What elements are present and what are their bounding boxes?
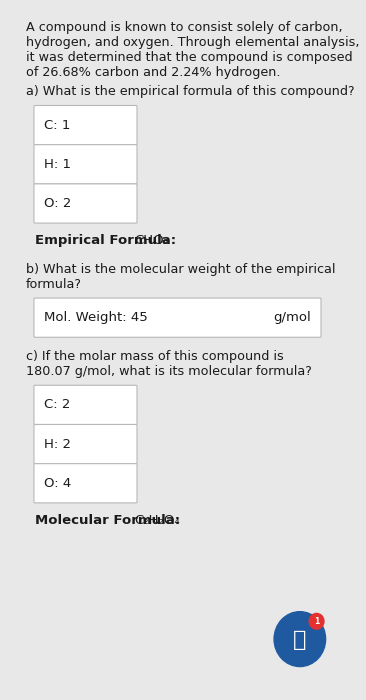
FancyBboxPatch shape <box>34 145 137 184</box>
Text: C₂H₂O₄: C₂H₂O₄ <box>135 514 180 526</box>
Text: Molecular Formula:: Molecular Formula: <box>35 514 184 526</box>
Text: b) What is the molecular weight of the empirical: b) What is the molecular weight of the e… <box>26 262 335 276</box>
FancyBboxPatch shape <box>34 424 137 463</box>
Text: Mol. Weight: 45: Mol. Weight: 45 <box>44 312 148 324</box>
Text: Empirical Formula:: Empirical Formula: <box>35 234 181 247</box>
Text: O: 2: O: 2 <box>44 197 71 210</box>
Text: of 26.68% carbon and 2.24% hydrogen.: of 26.68% carbon and 2.24% hydrogen. <box>26 66 280 79</box>
FancyBboxPatch shape <box>34 298 321 337</box>
Text: 180.07 g/mol, what is its molecular formula?: 180.07 g/mol, what is its molecular form… <box>26 365 311 378</box>
Text: ⎙: ⎙ <box>293 630 307 650</box>
Text: C: 2: C: 2 <box>44 398 70 412</box>
Text: H: 2: H: 2 <box>44 438 71 451</box>
FancyBboxPatch shape <box>34 106 137 145</box>
FancyBboxPatch shape <box>34 463 137 503</box>
Text: c) If the molar mass of this compound is: c) If the molar mass of this compound is <box>26 350 283 363</box>
Circle shape <box>309 613 324 629</box>
Text: hydrogen, and oxygen. Through elemental analysis,: hydrogen, and oxygen. Through elemental … <box>26 36 359 49</box>
Text: it was determined that the compound is composed: it was determined that the compound is c… <box>26 51 352 64</box>
FancyBboxPatch shape <box>34 385 137 424</box>
Text: g/mol: g/mol <box>273 312 311 324</box>
Text: C: 1: C: 1 <box>44 118 70 132</box>
Text: CHO₂: CHO₂ <box>135 234 169 247</box>
Text: H: 1: H: 1 <box>44 158 71 171</box>
FancyBboxPatch shape <box>34 184 137 223</box>
Text: O: 4: O: 4 <box>44 477 71 490</box>
Text: A compound is known to consist solely of carbon,: A compound is known to consist solely of… <box>26 21 342 34</box>
Circle shape <box>274 612 326 666</box>
Text: 1: 1 <box>314 617 319 626</box>
Text: a) What is the empirical formula of this compound?: a) What is the empirical formula of this… <box>26 85 354 99</box>
Text: formula?: formula? <box>26 278 82 291</box>
